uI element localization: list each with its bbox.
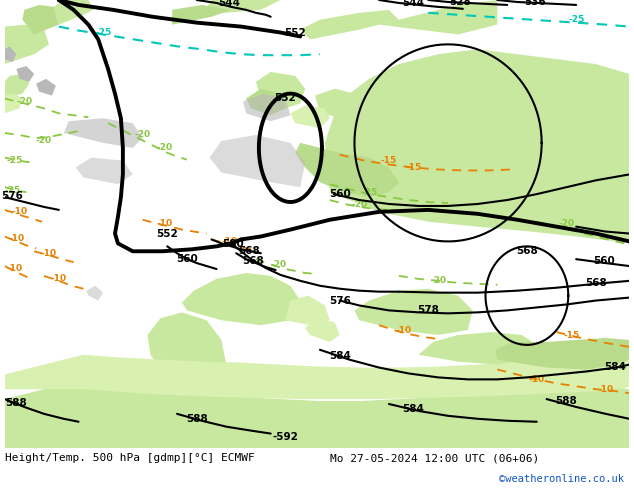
Text: 560: 560 (329, 189, 351, 199)
Polygon shape (256, 72, 305, 108)
Polygon shape (54, 0, 93, 24)
Polygon shape (22, 5, 59, 34)
Text: -20: -20 (156, 143, 172, 152)
Text: 576: 576 (328, 295, 351, 306)
Polygon shape (4, 47, 16, 62)
Text: 576: 576 (1, 191, 23, 201)
Polygon shape (148, 312, 226, 374)
Text: 584: 584 (605, 362, 626, 371)
Polygon shape (16, 66, 34, 82)
Text: 544: 544 (218, 0, 240, 8)
Polygon shape (182, 273, 301, 325)
Text: 588: 588 (555, 396, 577, 406)
Polygon shape (246, 89, 285, 115)
Text: 588: 588 (186, 414, 208, 424)
Text: -20: -20 (559, 219, 574, 228)
Text: -10: -10 (156, 219, 172, 228)
Text: -10: -10 (221, 237, 237, 246)
Polygon shape (4, 74, 29, 98)
Text: -592: -592 (273, 432, 299, 441)
Text: -20: -20 (16, 97, 32, 106)
Polygon shape (418, 332, 537, 365)
Text: 552: 552 (285, 27, 306, 38)
Text: -20: -20 (430, 276, 446, 285)
Text: -10: -10 (41, 249, 57, 258)
Polygon shape (4, 355, 630, 399)
Polygon shape (4, 94, 22, 113)
Polygon shape (315, 89, 359, 118)
Text: -10: -10 (598, 385, 614, 394)
Polygon shape (458, 94, 630, 242)
Text: -10: -10 (8, 234, 25, 243)
Text: 528: 528 (449, 0, 471, 7)
Text: ©weatheronline.co.uk: ©weatheronline.co.uk (500, 474, 624, 484)
Text: 552: 552 (275, 93, 296, 102)
Text: -20: -20 (351, 200, 368, 209)
Polygon shape (325, 49, 630, 227)
Polygon shape (172, 5, 231, 24)
Polygon shape (243, 94, 290, 121)
Text: -20: -20 (36, 136, 52, 146)
Polygon shape (290, 105, 330, 128)
Polygon shape (305, 318, 340, 342)
Polygon shape (379, 0, 497, 34)
Polygon shape (4, 379, 630, 448)
Text: 568: 568 (242, 256, 264, 266)
Text: 552: 552 (157, 228, 178, 239)
Text: 568: 568 (238, 246, 260, 256)
Polygon shape (210, 135, 305, 187)
Text: 580: 580 (223, 240, 244, 249)
Text: -25: -25 (4, 186, 21, 195)
Text: 568: 568 (585, 278, 607, 288)
Polygon shape (36, 79, 56, 96)
Text: -10: -10 (529, 375, 545, 384)
Polygon shape (285, 295, 330, 325)
Polygon shape (86, 286, 103, 300)
Polygon shape (64, 118, 143, 148)
Text: Height/Temp. 500 hPa [gdmp][°C] ECMWF: Height/Temp. 500 hPa [gdmp][°C] ECMWF (5, 453, 255, 463)
Text: -10: -10 (396, 325, 411, 335)
Polygon shape (495, 338, 630, 369)
Text: -25: -25 (95, 28, 112, 37)
Polygon shape (4, 24, 49, 64)
Text: 536: 536 (524, 0, 546, 7)
Polygon shape (75, 158, 133, 184)
Polygon shape (354, 289, 473, 335)
Text: -25: -25 (568, 15, 585, 24)
Polygon shape (301, 10, 399, 39)
Text: Mo 27-05-2024 12:00 UTC (06+06): Mo 27-05-2024 12:00 UTC (06+06) (330, 453, 539, 463)
Text: 578: 578 (417, 305, 439, 316)
Text: -25: -25 (361, 188, 377, 196)
Text: 544: 544 (403, 0, 425, 8)
Text: -10: -10 (51, 274, 67, 283)
Text: -10: -10 (6, 264, 23, 272)
Text: 588: 588 (6, 398, 27, 408)
Text: 568: 568 (516, 246, 538, 256)
Text: 584: 584 (328, 351, 351, 361)
Text: 560: 560 (593, 256, 614, 266)
Text: 560: 560 (176, 254, 198, 264)
Text: 584: 584 (403, 404, 425, 414)
Text: -15: -15 (381, 156, 397, 165)
Text: -10: -10 (11, 207, 27, 217)
Text: -25: -25 (6, 156, 23, 165)
Text: -20: -20 (134, 130, 151, 140)
Text: -15: -15 (405, 163, 422, 172)
Polygon shape (295, 143, 399, 197)
Polygon shape (202, 0, 280, 15)
Text: -15: -15 (563, 331, 579, 340)
Text: -20: -20 (271, 260, 287, 269)
